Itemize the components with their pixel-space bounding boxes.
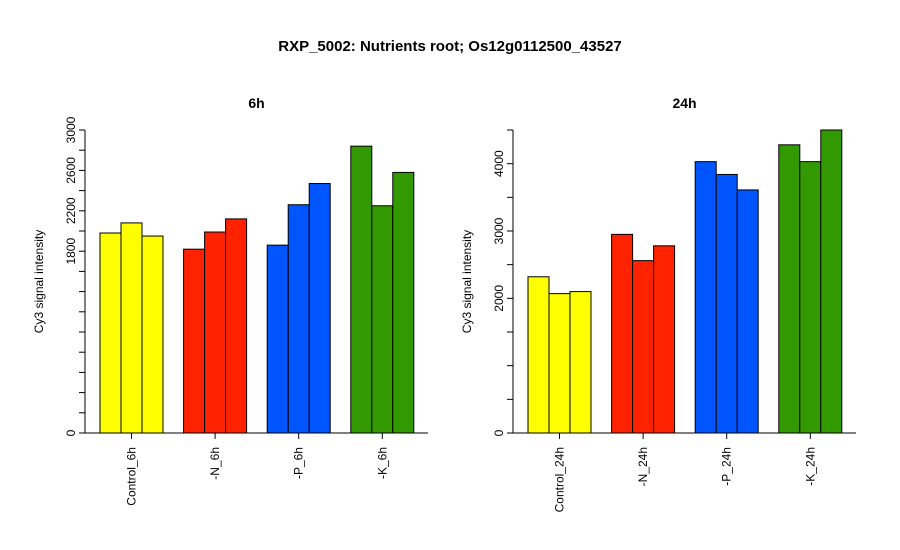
x-tick-label: -P_6h <box>292 447 306 479</box>
y-tick-label: 0 <box>64 429 78 436</box>
x-tick-label: Control_6h <box>125 447 139 506</box>
bar <box>527 276 550 434</box>
y-tick-label: 2600 <box>64 157 78 184</box>
panel-title: 24h <box>672 95 696 111</box>
y-tick-label: 2000 <box>492 285 506 312</box>
y-tick-label: 2200 <box>64 197 78 224</box>
chart-title: RXP_5002: Nutrients root; Os12g0112500_4… <box>278 38 622 55</box>
bar <box>653 245 676 434</box>
bar <box>141 235 164 434</box>
x-tick-label: Control_24h <box>553 447 567 512</box>
bar <box>736 189 759 434</box>
bar <box>183 248 206 434</box>
panel-title: 6h <box>248 95 264 111</box>
bar <box>820 129 843 434</box>
bar <box>799 161 822 434</box>
bar <box>308 183 331 434</box>
x-tick-label: -P_24h <box>720 447 734 486</box>
bar <box>371 205 394 434</box>
x-tick-label: -N_24h <box>636 447 650 486</box>
y-tick-label: 0 <box>492 429 506 436</box>
y-tick-label: 4000 <box>492 150 506 177</box>
bar <box>778 144 801 434</box>
bar <box>120 222 143 434</box>
bar <box>392 171 415 434</box>
x-tick-label: -K_6h <box>375 447 389 479</box>
y-tick-label: 3000 <box>492 217 506 244</box>
bar <box>204 231 227 434</box>
bar <box>548 293 571 434</box>
bar <box>350 145 373 434</box>
panel-6h: 6h 0 1800 2200 2600 3000 Cy3 signal intensity C… <box>32 95 428 506</box>
bar <box>99 232 122 434</box>
y-axis-label: Cy3 signal intensity <box>32 230 46 333</box>
bar <box>694 161 717 434</box>
y-tick-label: 1800 <box>64 238 78 265</box>
y-axis-label: Cy3 signal intensity <box>460 230 474 333</box>
panel-24h: 24h 0 2000 3000 4000 Cy3 signal intensity Cont… <box>460 95 856 512</box>
bar <box>632 260 655 434</box>
bar <box>225 218 248 434</box>
bar <box>287 204 310 434</box>
bar <box>266 244 289 434</box>
bar <box>569 291 592 434</box>
y-tick-label: 3000 <box>64 116 78 143</box>
bar <box>611 233 634 434</box>
x-tick-label: -K_24h <box>803 447 817 486</box>
bar <box>715 173 738 434</box>
x-tick-label: -N_6h <box>208 447 222 480</box>
